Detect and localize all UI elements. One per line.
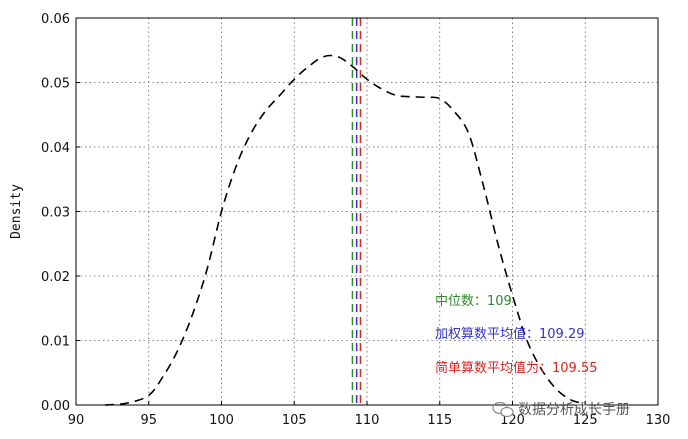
watermark: 数据分析成长手册 [492,401,630,418]
y-tick-label: 0.06 [41,12,70,27]
x-tick-label: 90 [68,413,85,428]
annotation-label: 中位数：109 [435,294,512,309]
y-tick-label: 0.01 [41,335,70,350]
x-tick-label: 95 [140,413,157,428]
watermark-text: 数据分析成长手册 [518,402,630,418]
y-axis-label: Density [9,184,24,239]
grid-lines [76,18,658,405]
y-tick-label: 0.00 [41,399,70,414]
wechat-icon [492,401,514,418]
x-tick-label: 115 [427,413,452,428]
x-tick-label: 105 [282,413,307,428]
x-tick-label: 130 [646,413,671,428]
y-axis-ticks: 0.00 0.01 0.02 0.03 0.04 0.05 0.06 [41,12,80,414]
x-axis-ticks: 90 95 100 105 110 115 120 125 130 [68,401,671,428]
x-tick-label: 125 [573,413,598,428]
annotation-label: 加权算数平均值：109.29 [435,326,585,342]
x-tick-label: 110 [355,413,380,428]
density-curve [105,54,586,406]
y-tick-label: 0.04 [41,141,70,156]
x-tick-label: 100 [209,413,234,428]
y-tick-label: 0.05 [41,77,70,92]
y-tick-label: 0.03 [41,206,70,221]
y-tick-label: 0.02 [41,270,70,285]
annotation-label: 简单算数平均值为：109.55 [435,360,598,376]
annotations: 中位数：109 加权算数平均值：109.29 简单算数平均值为：109.55 [435,294,598,376]
